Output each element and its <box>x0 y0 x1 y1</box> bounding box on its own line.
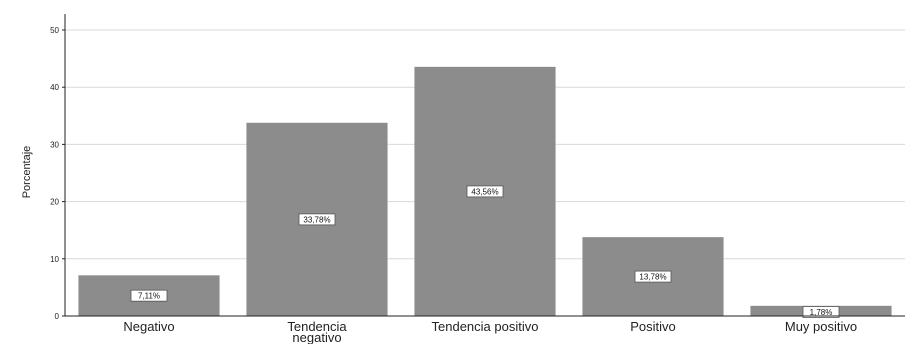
data-label-box <box>802 306 840 318</box>
category-label: negativo <box>292 330 341 344</box>
y-tick-label: 0 <box>55 312 60 321</box>
y-tick-label: 20 <box>50 198 59 207</box>
data-label-box <box>298 213 336 226</box>
data-label-box <box>634 270 672 283</box>
data-label: 7,11% <box>138 292 160 301</box>
y-tick-label: 30 <box>50 140 59 149</box>
data-label-box <box>130 289 168 302</box>
data-label: 13,78% <box>639 273 666 282</box>
y-tick-label: 50 <box>50 26 59 35</box>
data-label: 33,78% <box>303 215 330 224</box>
y-tick-label: 40 <box>50 83 59 92</box>
y-axis-label: Porcentaje <box>21 146 33 199</box>
category-label: Muy positivo <box>785 319 857 334</box>
category-label: Tendencia positivo <box>432 319 539 334</box>
category-label: Positivo <box>630 319 676 334</box>
data-label: 43,56% <box>471 187 498 196</box>
data-label: 1,78% <box>810 308 833 317</box>
axes <box>64 14 905 317</box>
data-labels: 7,11% 33,78% 43,56% 13,78% 1,78% <box>130 185 840 318</box>
category-label: Negativo <box>123 319 174 334</box>
y-tick-labels: 0 10 20 30 40 50 <box>50 26 65 321</box>
category-label: Tendencia <box>287 319 347 334</box>
data-label-box <box>466 185 504 198</box>
y-tick-label: 10 <box>50 255 59 264</box>
